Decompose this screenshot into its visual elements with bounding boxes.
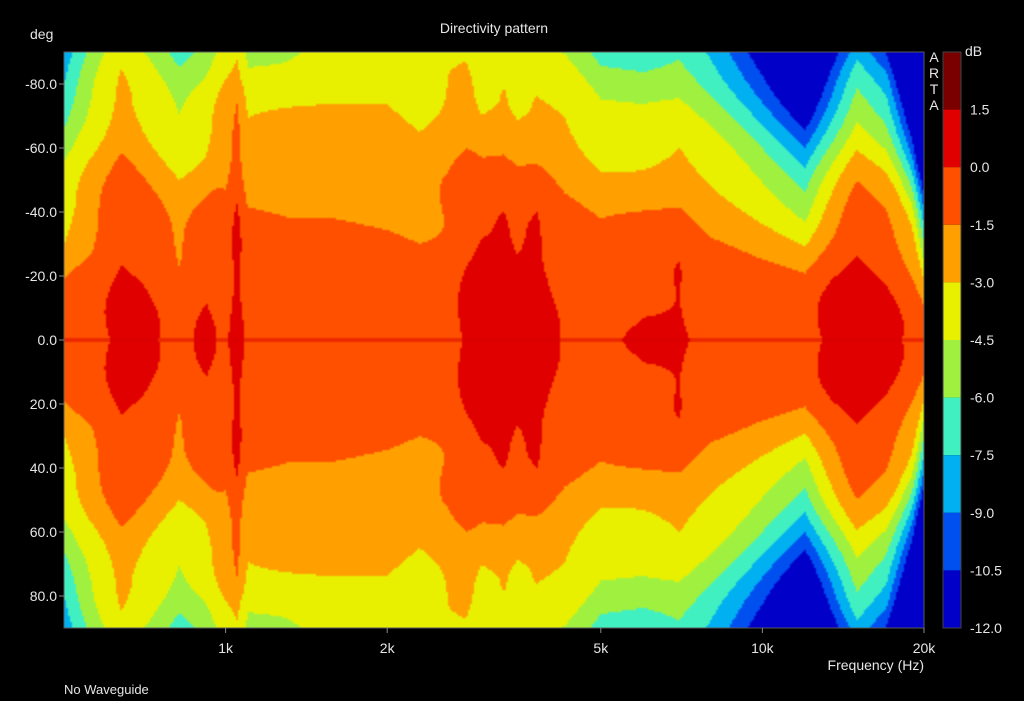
x-tick-label: 2k xyxy=(380,640,396,656)
x-axis-ticks: 1k 2k 5k 10k 20k xyxy=(218,628,936,656)
colorbar-band xyxy=(943,397,961,456)
x-tick-label: 20k xyxy=(913,640,937,656)
y-tick-label: 60.0 xyxy=(30,524,57,540)
x-axis-label: Frequency (Hz) xyxy=(828,657,924,673)
colorbar-band xyxy=(943,282,961,340)
y-tick-label: 20.0 xyxy=(30,396,57,412)
heatmap-image xyxy=(64,52,924,628)
y-tick-label: 80.0 xyxy=(30,588,57,604)
colorbar-tick-label: -12.0 xyxy=(970,620,1002,636)
colorbar-band xyxy=(943,570,961,628)
colorbar-tick-label: -4.5 xyxy=(970,332,994,348)
colorbar-band xyxy=(943,167,961,225)
y-tick-label: -60.0 xyxy=(25,140,57,156)
colorbar-tick-label: -7.5 xyxy=(970,447,994,463)
y-axis-ticks: -80.0 -60.0 -40.0 -20.0 0.0 20.0 40.0 60.0 80.0 xyxy=(25,76,64,604)
chart-title: Directivity pattern xyxy=(440,20,548,36)
colorbar-tick-label: 0.0 xyxy=(970,159,990,175)
colorbar-tick-label: -9.0 xyxy=(970,505,994,521)
colorbar-band xyxy=(943,512,961,571)
colorbar-band xyxy=(943,52,961,110)
y-tick-label: 0.0 xyxy=(38,332,58,348)
x-tick-label: 5k xyxy=(593,640,609,656)
heatmap-plot xyxy=(63,51,925,629)
colorbar-frame xyxy=(942,51,962,629)
colorbar-band xyxy=(943,340,961,398)
colorbar-unit-label: dB xyxy=(965,43,982,59)
colorbar-tick-label: 1.5 xyxy=(970,102,990,118)
colorbar-tick-label: -10.5 xyxy=(970,562,1002,578)
footnote: No Waveguide xyxy=(64,682,149,697)
colorbar-band xyxy=(943,224,961,283)
colorbar-tick-label: -6.0 xyxy=(970,390,994,406)
y-tick-label: 40.0 xyxy=(30,460,57,476)
colorbar-tick-label: -1.5 xyxy=(970,217,994,233)
y-tick-label: -80.0 xyxy=(25,76,57,92)
y-tick-label: -20.0 xyxy=(25,268,57,284)
y-tick-label: -40.0 xyxy=(25,204,57,220)
x-tick-label: 1k xyxy=(218,640,234,656)
x-tick-label: 10k xyxy=(751,640,775,656)
colorbar-band xyxy=(943,109,961,168)
y-axis-label: deg xyxy=(30,26,53,42)
colorbar-band xyxy=(943,455,961,513)
colorbar: 1.5 0.0 -1.5 -3.0 -4.5 -6.0 -7.5 -9.0 -10.5 -12.0 xyxy=(942,51,1002,636)
colorbar-tick-label: -3.0 xyxy=(970,274,994,290)
